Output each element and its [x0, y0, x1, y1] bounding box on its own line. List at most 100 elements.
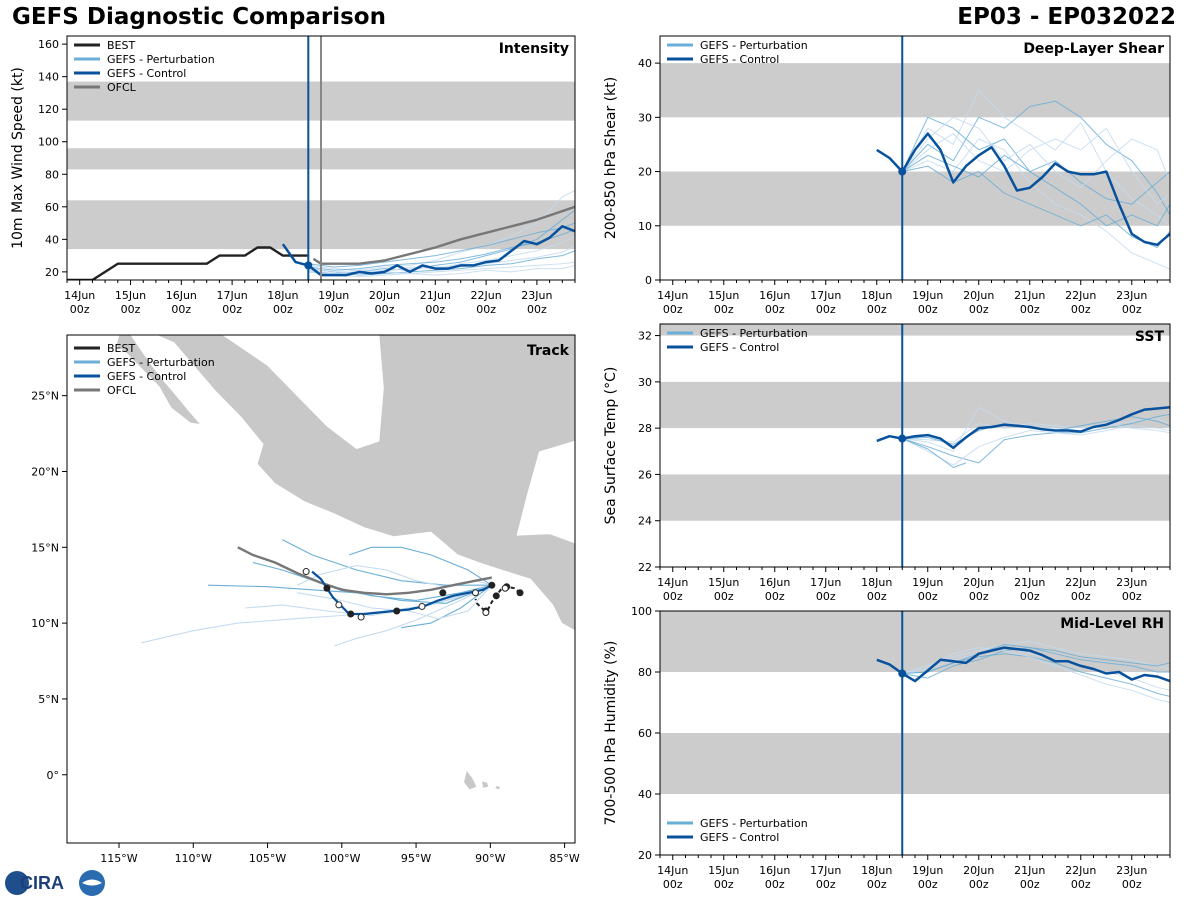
track-panel-title: Track — [527, 343, 570, 359]
intensity-y-tick-label: 60 — [45, 201, 59, 214]
intensity-x-tick-label: 19Jun — [318, 289, 349, 302]
rh-x-tick-label: 22Jun — [1065, 864, 1096, 877]
sst-y-tick-label: 30 — [638, 376, 652, 389]
track-land — [480, 780, 490, 789]
intensity-y-tick-label: 120 — [38, 103, 59, 116]
intensity-init-marker — [304, 261, 313, 270]
intensity-series-control — [281, 225, 575, 277]
intensity-x-tick-label: 21Jun — [420, 289, 451, 302]
intensity-series-perturbation — [308, 235, 575, 273]
intensity-series-perturbation — [308, 222, 575, 268]
sst-band — [660, 474, 1170, 521]
track-best-line — [474, 585, 521, 613]
intensity-legend-label: GEFS - Perturbation — [107, 53, 215, 66]
sst-series-perturbation — [902, 413, 1170, 464]
rh-y-axis-title: 700-500 hPa Humidity (%) — [603, 641, 619, 826]
figure-title: GEFS Diagnostic Comparison — [12, 4, 386, 30]
track-x-tick-label: 110°W — [175, 852, 212, 865]
shear-x-tick-label: 15Jun — [708, 289, 739, 302]
shear-series-perturbation — [901, 100, 1170, 216]
rh-x-tick-label: 00z — [816, 878, 836, 891]
shear-y-tick-label: 20 — [638, 166, 652, 179]
track-x-tick-label: 100°W — [323, 852, 360, 865]
sst-x-tick-label: 16Jun — [759, 576, 790, 589]
track-land — [494, 784, 502, 791]
shear-legend-label: GEFS - Control — [700, 53, 779, 66]
rh-x-tick-label: 19Jun — [912, 864, 943, 877]
intensity-x-tick-label: 14Jun — [64, 289, 95, 302]
track-x-tick-label: 95°W — [401, 852, 431, 865]
rh-x-tick-label: 21Jun — [1014, 864, 1045, 877]
track-land — [463, 769, 478, 791]
shear-x-tick-label: 00z — [816, 303, 836, 316]
track-best-marker — [516, 589, 524, 597]
rh-band — [660, 611, 1170, 672]
rh-x-tick-label: 18Jun — [861, 864, 892, 877]
intensity-series-perturbation — [308, 264, 575, 278]
globe-icon — [5, 871, 29, 895]
rh-x-tick-label: 00z — [918, 878, 938, 891]
rh-series-perturbation — [902, 647, 1170, 703]
track-perturbation-line — [245, 584, 492, 617]
rh-y-tick-label: 100 — [631, 605, 652, 618]
track-x-tick-label: 105°W — [249, 852, 286, 865]
rh-series-perturbation — [902, 647, 1170, 679]
shear-x-tick-label: 19Jun — [912, 289, 943, 302]
track-legend-label: GEFS - Perturbation — [107, 356, 215, 369]
sst-y-axis-title: Sea Surface Temp (°C) — [603, 367, 619, 525]
intensity-x-tick-label: 00z — [70, 303, 90, 316]
track-y-tick-label: 5°N — [38, 693, 59, 706]
shear-x-tick-label: 21Jun — [1014, 289, 1045, 302]
intensity-x-tick-label: 00z — [121, 303, 141, 316]
track-open-marker — [471, 589, 479, 597]
track-control-marker — [439, 589, 447, 597]
shear-x-tick-label: 00z — [765, 303, 785, 316]
intensity-x-tick-label: 00z — [527, 303, 547, 316]
sst-x-tick-label: 21Jun — [1014, 576, 1045, 589]
shear-series-perturbation — [901, 116, 1170, 189]
track-control-marker — [347, 610, 355, 618]
logo-wave-icon — [82, 879, 102, 886]
shear-x-tick-label: 00z — [918, 303, 938, 316]
intensity-y-tick-label: 40 — [45, 233, 59, 246]
cira-logo: CIRA — [5, 870, 105, 896]
shear-series-perturbation — [902, 165, 1170, 248]
track-y-tick-label: 25°N — [31, 390, 59, 403]
rh-x-tick-label: 00z — [969, 878, 989, 891]
intensity-x-tick-label: 00z — [324, 303, 344, 316]
shear-x-tick-label: 00z — [1020, 303, 1040, 316]
shear-y-tick-label: 10 — [638, 220, 652, 233]
shear-x-tick-label: 00z — [1071, 303, 1091, 316]
sst-x-tick-label: 22Jun — [1065, 576, 1096, 589]
sst-x-tick-label: 00z — [714, 590, 734, 603]
rh-x-tick-label: 17Jun — [810, 864, 841, 877]
rh-x-tick-label: 00z — [765, 878, 785, 891]
rh-legend-label: GEFS - Control — [700, 831, 779, 844]
sst-band — [660, 381, 1170, 429]
rh-x-tick-label: 00z — [1071, 878, 1091, 891]
intensity-x-tick-label: 17Jun — [217, 289, 248, 302]
intensity-panel-title: Intensity — [499, 41, 569, 57]
track-x-tick-label: 90°W — [475, 852, 505, 865]
shear-x-tick-label: 00z — [714, 303, 734, 316]
sst-x-tick-label: 20Jun — [963, 576, 994, 589]
sst-x-tick-label: 00z — [867, 590, 887, 603]
rh-y-tick-label: 40 — [638, 788, 652, 801]
sst-y-tick-label: 32 — [638, 330, 652, 343]
shear-plot-area — [876, 89, 1170, 270]
intensity-x-tick-label: 22Jun — [471, 289, 502, 302]
shear-series-perturbation — [901, 127, 1170, 205]
shear-x-tick-label: 22Jun — [1065, 289, 1096, 302]
intensity-y-axis-title: 10m Max Wind Speed (kt) — [10, 67, 26, 249]
sst-legend-label: GEFS - Perturbation — [700, 327, 808, 340]
rh-x-tick-label: 15Jun — [708, 864, 739, 877]
shear-band — [660, 171, 1170, 226]
shear-x-tick-label: 00z — [1122, 303, 1142, 316]
sst-panel-title: SST — [1135, 329, 1165, 345]
track-legend-label: GEFS - Control — [107, 370, 186, 383]
shear-x-tick-label: 00z — [663, 303, 683, 316]
